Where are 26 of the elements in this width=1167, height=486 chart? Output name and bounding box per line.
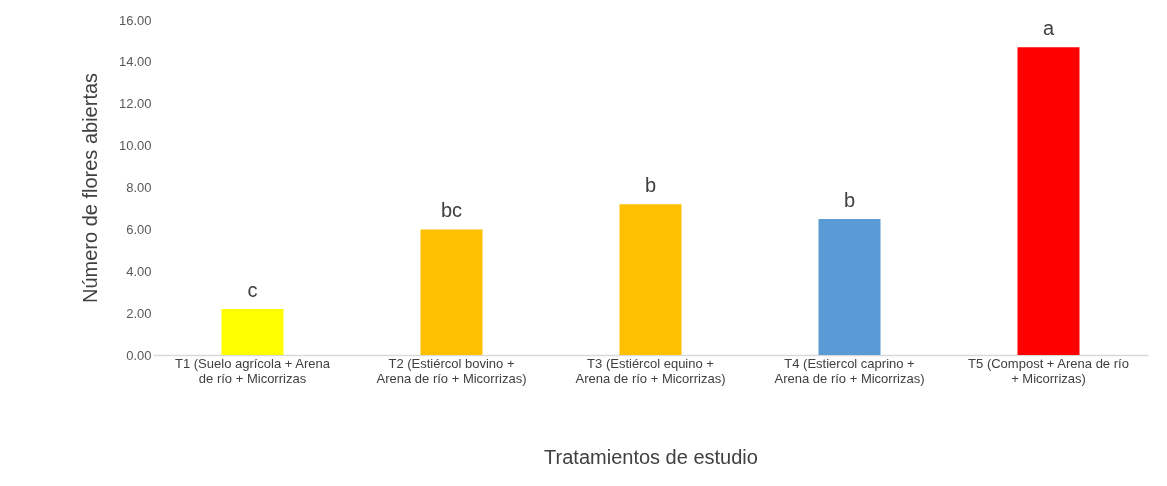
y-tick-label: 6.00 [126, 221, 152, 237]
bar [818, 218, 881, 355]
annotation: bc [440, 199, 463, 222]
y-tick-label: 16.00 [118, 12, 152, 28]
y-tick-label: 12.00 [118, 96, 152, 112]
annotation: b [644, 174, 657, 197]
y-tick-label: 4.00 [126, 263, 152, 279]
bar [619, 204, 682, 355]
y-tick-label: 14.00 [118, 54, 152, 70]
annotation: c [247, 278, 258, 301]
bar [1017, 47, 1080, 355]
bar [221, 308, 284, 355]
y-axis-title: Número de flores abiertas [78, 72, 101, 304]
x-tick-label: T3 (Estiércol equino + Arena de río + Micorrizas) [575, 355, 726, 386]
bar [420, 229, 483, 355]
x-tick-label: T2 (Estiércol bovino + Arena de río + Micorrizas) [376, 355, 527, 386]
y-tick-label: 8.00 [126, 180, 152, 195]
y-tick-label: 0.00 [126, 347, 152, 363]
annotation: a [1042, 17, 1055, 40]
annotation: b [843, 188, 856, 211]
y-tick-label: 2.00 [126, 305, 152, 321]
x-tick-label: T4 (Estiercol caprino + Arena de río + Micorrizas) [774, 355, 925, 386]
y-tick-label: 10.00 [118, 138, 152, 154]
x-axis-title: Tratamientos de estudio [544, 445, 758, 468]
x-tick-label: T5 (Compost + Arena de río + Micorrizas) [968, 355, 1129, 386]
x-tick-label: T1 (Suelo agrícola + Arena de río + Micorrizas [174, 355, 331, 386]
